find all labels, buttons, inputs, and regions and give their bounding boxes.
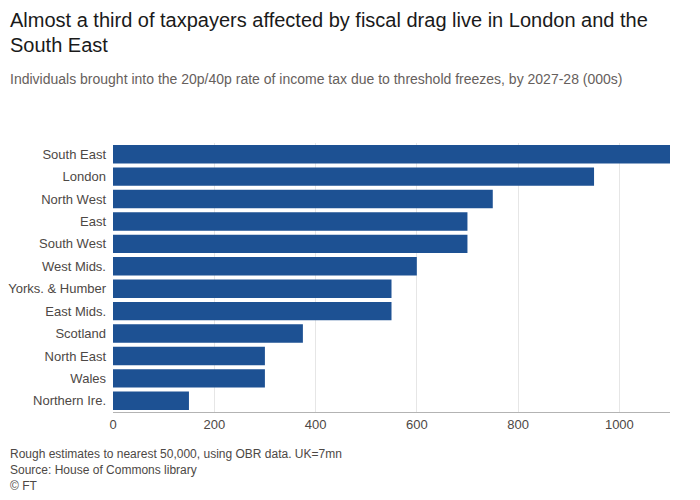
html-text:Individuals brought into the 2: Individuals brought into the 20p/40p rat…: [10, 71, 623, 87]
html-text:Rough estimates to nearest 50,: Rough estimates to nearest 50,000, using…: [10, 447, 342, 461]
svg-text:1000: 1000: [605, 417, 634, 432]
svg-text:Northern Ire.: Northern Ire.: [33, 393, 106, 408]
svg-text:South East: South East: [42, 147, 106, 162]
svg-text:600: 600: [406, 417, 428, 432]
svg-text:Wales: Wales: [70, 371, 106, 386]
svg-text:North West: North West: [41, 192, 106, 207]
html-text:Source: House of Commons libra: Source: House of Commons library: [10, 463, 197, 477]
svg-text:0: 0: [109, 417, 116, 432]
svg-text:800: 800: [507, 417, 529, 432]
svg-text:West Mids.: West Mids.: [42, 259, 106, 274]
svg-text:Yorks. & Humber: Yorks. & Humber: [8, 281, 106, 296]
svg-text:North East: North East: [45, 349, 107, 364]
svg-text:East: East: [80, 214, 106, 229]
svg-text:Scotland: Scotland: [55, 326, 106, 341]
svg-text:400: 400: [305, 417, 327, 432]
svg-text:East Mids.: East Mids.: [45, 304, 106, 319]
html-text:Almost a third of taxpayers af: Almost a third of taxpayers affected by …: [10, 9, 648, 56]
svg-text:London: London: [63, 169, 106, 184]
svg-text:200: 200: [203, 417, 225, 432]
html-text:© FT: © FT: [10, 479, 37, 493]
svg-text:South West: South West: [39, 236, 106, 251]
